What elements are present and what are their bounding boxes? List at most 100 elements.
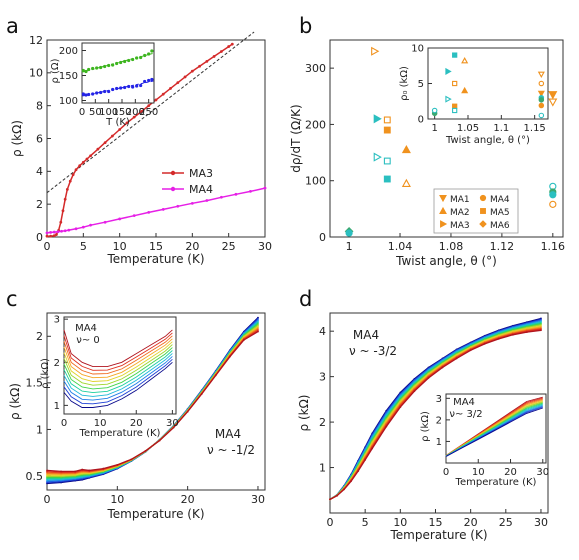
panel-c-series-point	[102, 467, 105, 470]
panel-b-inset-xtick-label: 1.15	[524, 123, 546, 134]
panel-d-annotation-sample: MA4	[353, 328, 379, 342]
panel-c-xtick-label: 30	[251, 493, 265, 506]
panel-d-series-point	[343, 488, 345, 491]
panel-a-inset-data-point	[87, 67, 91, 72]
panel-c-xtick-label: 20	[181, 493, 195, 506]
panel-a-data-point	[63, 197, 67, 201]
panel-d-series-point	[441, 366, 444, 369]
panel-a-inset-data-point	[81, 68, 85, 73]
panel-b-data-point	[401, 145, 411, 154]
panel-a-inset-xtick-label: 0	[79, 107, 85, 118]
panel-d-series-point	[483, 343, 486, 345]
panel-c-series-point	[257, 329, 259, 332]
panel-c-series-point	[257, 324, 259, 327]
panel-a-inset-data-point	[111, 63, 115, 67]
panel-c-inset-xlabel: Temperature (K)	[79, 428, 161, 439]
panel-a-data-point	[169, 87, 172, 90]
panel-b-inset-ytick-label: 5	[418, 79, 424, 90]
panel-a-inset-data-point	[135, 56, 139, 60]
panel-b-inset-xtick-label: 1	[431, 123, 437, 134]
panel-a-inset-data-point	[115, 61, 119, 66]
panel-d-inset-ytick-label: 3	[436, 394, 442, 405]
panel-a-inset-data-point	[87, 92, 91, 97]
panel-b-inset-data-point	[445, 67, 452, 75]
panel-b-inset-data-point	[452, 107, 458, 114]
panel-a-data-point	[68, 179, 72, 183]
panel-b-legend-marker	[439, 195, 447, 203]
panel-d-inset-series-line	[445, 407, 543, 457]
panel-d-series-point	[413, 390, 416, 393]
panel-c-inset-xtick-label: 10	[94, 418, 107, 429]
panel-d-ytick-label: 1	[319, 461, 326, 474]
panel-a-data-point	[198, 64, 202, 68]
panel-a-inset-data-point	[103, 89, 107, 94]
panel-c-ytick-label: 2	[36, 330, 43, 343]
panel-a-data-point	[230, 42, 234, 46]
panel-c-series-point	[257, 319, 259, 322]
panel-a-data-point	[125, 121, 129, 125]
panel-b-inset-data-point	[452, 103, 458, 109]
panel-d-series-point	[357, 470, 360, 473]
panel-d-ylabel: ρ (kΩ)	[297, 395, 311, 432]
panel-b-ytick-label: 100	[305, 175, 326, 188]
panel-a-inset-data-point	[99, 65, 103, 70]
panel-d-ytick-label: 4	[319, 325, 326, 338]
panel-d-inset-annotation-filling: ν~ 3/2	[449, 409, 482, 420]
panel-a-inset-data-point	[150, 77, 154, 82]
panel-a-inset-xtick-label: 150	[112, 107, 131, 118]
panel-a-inset-xtick-label: 200	[126, 107, 145, 118]
panel-a-series-line	[46, 187, 266, 234]
panel-a-data-point	[147, 210, 151, 214]
panel-d-ytick-label: 3	[319, 370, 326, 383]
panel-a-inset-data-point	[84, 69, 88, 74]
panel-a-data-point	[263, 186, 267, 190]
panel-a-inset-data-point	[81, 92, 85, 96]
panel-a-inset-data-point	[95, 66, 99, 70]
panel-c-inset-ylabel: ρ (kΩ)	[40, 358, 51, 389]
panel-b-inset-data-point	[452, 80, 458, 87]
panel-a-data-point	[111, 134, 114, 138]
panel-a-inset-data-point	[127, 58, 131, 63]
panel-b-inset-xtick-label: 1.05	[457, 123, 479, 134]
panel-b-data-point	[549, 200, 557, 208]
panel-c-series-point	[46, 469, 48, 472]
panel-b-legend-marker	[480, 208, 486, 214]
panel-d-xtick-label: 20	[464, 516, 478, 529]
panel-b-xtick-label: 1.04	[388, 240, 413, 253]
panel-a-data-point	[118, 217, 122, 221]
panel-b-legend-box	[433, 188, 519, 234]
panel-c-inset-series-line	[63, 361, 173, 408]
panel-a-xtick-label: 15	[149, 240, 163, 253]
panel-c-inset-xtick-label: 0	[61, 418, 67, 429]
panel-a-inset-xtick-label: 250	[139, 107, 158, 118]
panel-a-inset-data-point	[103, 64, 107, 69]
panel-a-ytick-label: 8	[36, 100, 43, 113]
panel-a-inset-ytick-label: 100	[59, 96, 78, 107]
panel-c-series-point	[257, 323, 259, 325]
panel-c-annotation-filling: ν ~ -1/2	[207, 443, 255, 457]
panel-d-xtick-label: 0	[327, 516, 334, 529]
panel-c-series-point	[130, 458, 133, 461]
panel-c-series-point	[228, 355, 231, 358]
panel-b-data-point	[345, 229, 353, 237]
panel-a-data-point	[190, 201, 194, 205]
panel-d-series-point	[350, 480, 352, 483]
panel-a-data-point	[61, 209, 65, 213]
panel-a-ylabel: ρ (kΩ)	[10, 120, 24, 157]
panel-a-data-point	[63, 229, 67, 233]
panel-c-series-point	[257, 321, 259, 324]
panel-c-series-point	[243, 339, 245, 341]
panel-a-data-point	[140, 110, 143, 113]
panel-c-series-point	[257, 326, 259, 329]
panel-d-xtick-label: 30	[534, 516, 548, 529]
panel-b-legend-label: MA5	[490, 208, 510, 218]
panel-b-data-point	[371, 46, 380, 56]
panel-a-legend-label: MA3	[189, 167, 213, 180]
panel-d-inset-ytick-label: 1	[436, 437, 442, 448]
panel-d-inset-annotation-sample: MA4	[453, 397, 475, 408]
panel-c-inset-series-line	[63, 335, 173, 375]
panel-a-letter: a	[6, 14, 19, 38]
panel-b-data-point	[383, 116, 391, 124]
panel-b-data-point	[373, 152, 382, 162]
